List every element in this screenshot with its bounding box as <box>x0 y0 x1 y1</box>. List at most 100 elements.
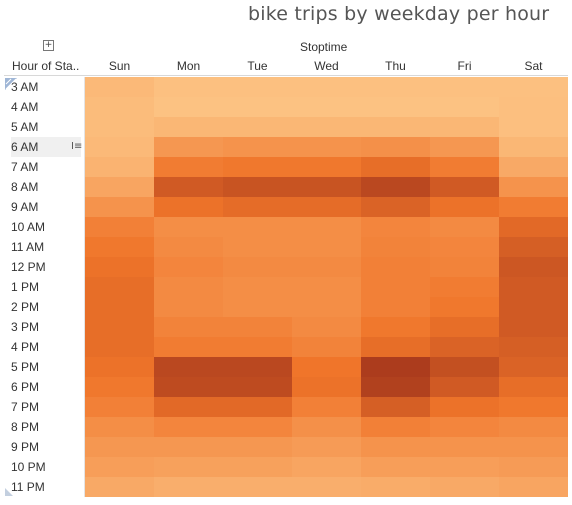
row-label-10-pm[interactable]: 10 PM <box>11 460 46 474</box>
heatmap-cell-tue-1-pm[interactable] <box>223 277 292 297</box>
heatmap-cell-fri-7-pm[interactable] <box>430 397 499 417</box>
heatmap-cell-sat-1-pm[interactable] <box>499 277 568 297</box>
heatmap-cell-sat-3-am[interactable] <box>499 77 568 97</box>
heatmap-cell-mon-7-pm[interactable] <box>154 397 223 417</box>
heatmap-cell-sat-5-am[interactable] <box>499 117 568 137</box>
heatmap-cell-fri-9-am[interactable] <box>430 197 499 217</box>
heatmap-cell-fri-1-pm[interactable] <box>430 277 499 297</box>
heatmap-cell-sat-3-pm[interactable] <box>499 317 568 337</box>
heatmap-cell-wed-9-am[interactable] <box>292 197 361 217</box>
bars-icon[interactable]: I≡ <box>71 141 83 152</box>
heatmap-cell-mon-5-pm[interactable] <box>154 357 223 377</box>
heatmap-cell-sun-12-pm[interactable] <box>85 257 154 277</box>
heatmap-cell-tue-9-pm[interactable] <box>223 437 292 457</box>
heatmap-cell-wed-8-am[interactable] <box>292 177 361 197</box>
heatmap-cell-sun-5-am[interactable] <box>85 117 154 137</box>
heatmap-cell-wed-7-am[interactable] <box>292 157 361 177</box>
heatmap-cell-thu-3-am[interactable] <box>361 77 430 97</box>
heatmap-cell-mon-11-am[interactable] <box>154 237 223 257</box>
row-label-7-pm[interactable]: 7 PM <box>11 400 40 414</box>
heatmap-cell-tue-12-pm[interactable] <box>223 257 292 277</box>
heatmap-cell-sat-4-am[interactable] <box>499 97 568 117</box>
heatmap-cell-sat-6-pm[interactable] <box>499 377 568 397</box>
heatmap-cell-tue-3-pm[interactable] <box>223 317 292 337</box>
heatmap-cell-sun-3-pm[interactable] <box>85 317 154 337</box>
heatmap-cell-thu-8-am[interactable] <box>361 177 430 197</box>
row-label-8-am[interactable]: 8 AM <box>11 180 39 194</box>
heatmap-cell-thu-12-pm[interactable] <box>361 257 430 277</box>
row-label-4-pm[interactable]: 4 PM <box>11 340 40 354</box>
heatmap-cell-thu-4-am[interactable] <box>361 97 430 117</box>
row-label-11-am[interactable]: 11 AM <box>11 240 45 254</box>
heatmap-cell-mon-1-pm[interactable] <box>154 277 223 297</box>
heatmap-cell-mon-6-am[interactable] <box>154 137 223 157</box>
heatmap-cell-fri-7-am[interactable] <box>430 157 499 177</box>
heatmap-cell-tue-11-pm[interactable] <box>223 477 292 497</box>
row-label-1-pm[interactable]: 1 PM <box>11 280 40 294</box>
heatmap-cell-tue-9-am[interactable] <box>223 197 292 217</box>
heatmap-cell-sun-2-pm[interactable] <box>85 297 154 317</box>
heatmap-cell-sat-10-am[interactable] <box>499 217 568 237</box>
row-label-5-am[interactable]: 5 AM <box>11 120 39 134</box>
heatmap-cell-tue-5-pm[interactable] <box>223 357 292 377</box>
heatmap-cell-tue-10-am[interactable] <box>223 217 292 237</box>
heatmap-cell-sat-11-pm[interactable] <box>499 477 568 497</box>
heatmap-cell-fri-5-pm[interactable] <box>430 357 499 377</box>
heatmap-cell-thu-6-am[interactable] <box>361 137 430 157</box>
heatmap-cell-fri-5-am[interactable] <box>430 117 499 137</box>
heatmap-cell-wed-9-pm[interactable] <box>292 437 361 457</box>
heatmap-cell-fri-6-pm[interactable] <box>430 377 499 397</box>
heatmap-cell-wed-2-pm[interactable] <box>292 297 361 317</box>
heatmap-cell-sun-4-pm[interactable] <box>85 337 154 357</box>
heatmap-cell-thu-2-pm[interactable] <box>361 297 430 317</box>
heatmap-cell-mon-3-pm[interactable] <box>154 317 223 337</box>
heatmap-cell-sun-10-am[interactable] <box>85 217 154 237</box>
heatmap-cell-sat-10-pm[interactable] <box>499 457 568 477</box>
heatmap-cell-wed-1-pm[interactable] <box>292 277 361 297</box>
heatmap-cell-fri-6-am[interactable] <box>430 137 499 157</box>
row-label-2-pm[interactable]: 2 PM <box>11 300 40 314</box>
heatmap-cell-sun-4-am[interactable] <box>85 97 154 117</box>
heatmap-cell-wed-7-pm[interactable] <box>292 397 361 417</box>
heatmap-cell-sat-11-am[interactable] <box>499 237 568 257</box>
heatmap-cell-tue-4-am[interactable] <box>223 97 292 117</box>
heatmap-cell-sun-1-pm[interactable] <box>85 277 154 297</box>
row-label-4-am[interactable]: 4 AM <box>11 100 39 114</box>
heatmap-cell-mon-8-am[interactable] <box>154 177 223 197</box>
row-label-9-pm[interactable]: 9 PM <box>11 440 40 454</box>
heatmap-cell-fri-11-am[interactable] <box>430 237 499 257</box>
expand-icon[interactable]: + <box>43 40 54 51</box>
heatmap-cell-thu-5-am[interactable] <box>361 117 430 137</box>
heatmap-cell-mon-2-pm[interactable] <box>154 297 223 317</box>
heatmap-cell-sat-2-pm[interactable] <box>499 297 568 317</box>
heatmap-cell-fri-10-pm[interactable] <box>430 457 499 477</box>
heatmap-cell-sun-9-am[interactable] <box>85 197 154 217</box>
row-label-6-pm[interactable]: 6 PM <box>11 380 40 394</box>
heatmap-cell-wed-5-pm[interactable] <box>292 357 361 377</box>
heatmap-cell-sat-9-pm[interactable] <box>499 437 568 457</box>
heatmap-cell-mon-9-pm[interactable] <box>154 437 223 457</box>
heatmap-cell-sun-8-am[interactable] <box>85 177 154 197</box>
heatmap-cell-mon-6-pm[interactable] <box>154 377 223 397</box>
heatmap-cell-mon-5-am[interactable] <box>154 117 223 137</box>
heatmap-cell-sat-7-am[interactable] <box>499 157 568 177</box>
heatmap-cell-tue-10-pm[interactable] <box>223 457 292 477</box>
row-label-3-pm[interactable]: 3 PM <box>11 320 40 334</box>
heatmap-cell-tue-6-pm[interactable] <box>223 377 292 397</box>
heatmap-cell-thu-10-am[interactable] <box>361 217 430 237</box>
heatmap-cell-tue-7-pm[interactable] <box>223 397 292 417</box>
row-label-12-pm[interactable]: 12 PM <box>11 260 46 274</box>
heatmap-cell-thu-8-pm[interactable] <box>361 417 430 437</box>
row-label-11-pm[interactable]: 11 PM <box>11 480 45 494</box>
heatmap-cell-tue-5-am[interactable] <box>223 117 292 137</box>
heatmap-cell-sat-12-pm[interactable] <box>499 257 568 277</box>
row-label-10-am[interactable]: 10 AM <box>11 220 46 234</box>
heatmap-cell-wed-8-pm[interactable] <box>292 417 361 437</box>
heatmap-cell-thu-5-pm[interactable] <box>361 357 430 377</box>
heatmap-cell-thu-10-pm[interactable] <box>361 457 430 477</box>
heatmap-cell-wed-5-am[interactable] <box>292 117 361 137</box>
heatmap-cell-wed-4-am[interactable] <box>292 97 361 117</box>
heatmap-cell-mon-4-am[interactable] <box>154 97 223 117</box>
heatmap-cell-fri-8-am[interactable] <box>430 177 499 197</box>
heatmap-cell-mon-12-pm[interactable] <box>154 257 223 277</box>
